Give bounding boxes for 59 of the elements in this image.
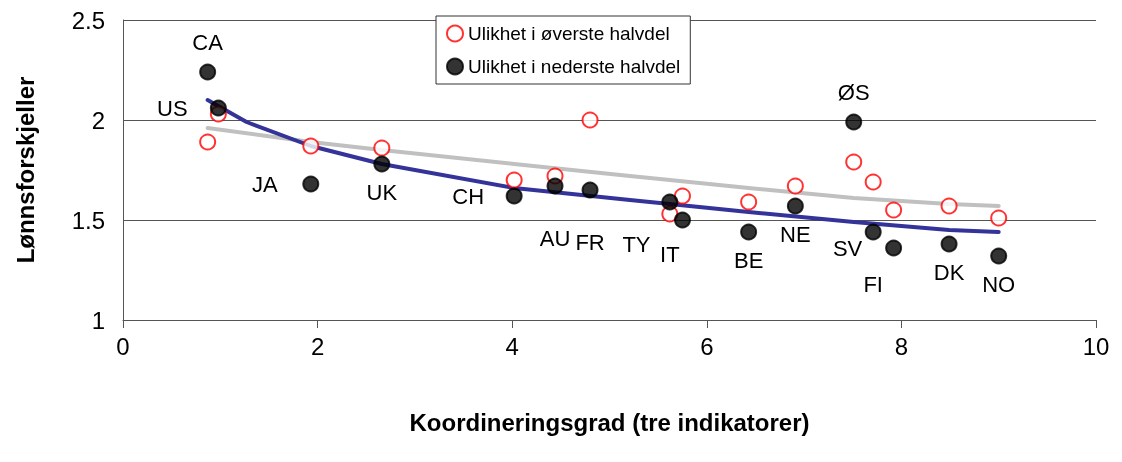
annotation: CA <box>192 29 224 55</box>
point <box>209 99 227 117</box>
annotation: DK <box>933 259 965 285</box>
x-tick-label: 10 <box>1082 332 1110 360</box>
point <box>581 111 599 129</box>
point <box>505 187 523 205</box>
point <box>302 137 320 155</box>
legend-label: Ulikhet i nederste halvdel <box>468 56 681 77</box>
y-axis-title: Lønnsforskjeller <box>11 76 39 264</box>
point <box>673 187 691 205</box>
x-axis-title: Koordineringsgrad (tre indikatorer) <box>409 408 810 436</box>
point <box>505 171 523 189</box>
point <box>786 177 804 195</box>
point <box>864 223 882 241</box>
y-tick-label: 2.5 <box>71 6 105 34</box>
y-tick-label: 1.5 <box>71 206 105 234</box>
point <box>740 193 758 211</box>
point <box>990 247 1008 265</box>
point <box>302 175 320 193</box>
point <box>845 153 863 171</box>
annotation: AU <box>539 225 571 251</box>
y-tick-label: 1 <box>91 306 105 334</box>
legend-label: Ulikhet i øverste halvdel <box>468 23 670 44</box>
point <box>373 155 391 173</box>
y-tick-label: 2 <box>91 106 105 134</box>
annotation: FI <box>863 271 883 297</box>
point <box>940 197 958 215</box>
annotation: SV <box>832 235 863 261</box>
point <box>373 139 391 157</box>
annotation: NE <box>780 221 811 247</box>
point <box>581 181 599 199</box>
x-tick-label: 6 <box>700 332 714 360</box>
point <box>673 211 691 229</box>
annotation: US <box>157 95 188 121</box>
x-tick-label: 4 <box>505 332 519 360</box>
annotation: BE <box>733 247 764 273</box>
point <box>199 63 217 81</box>
annotation: JA <box>251 171 278 197</box>
annotation: TY <box>622 231 651 257</box>
point <box>885 201 903 219</box>
point <box>740 223 758 241</box>
point <box>990 209 1008 227</box>
point <box>885 239 903 257</box>
annotation: UK <box>366 179 398 205</box>
point <box>786 197 804 215</box>
x-tick-label: 8 <box>894 332 909 360</box>
point <box>940 235 958 253</box>
point <box>864 173 882 191</box>
annotation: NO <box>982 271 1016 297</box>
point <box>661 193 679 211</box>
annotation: FR <box>575 229 605 255</box>
annotation: ØS <box>837 79 870 105</box>
annotation: IT <box>660 241 680 267</box>
x-tick-label: 2 <box>310 332 325 360</box>
point <box>546 177 564 195</box>
point <box>845 113 863 131</box>
point <box>199 133 217 151</box>
x-tick-label: 0 <box>116 332 130 360</box>
annotation: CH <box>452 183 485 209</box>
